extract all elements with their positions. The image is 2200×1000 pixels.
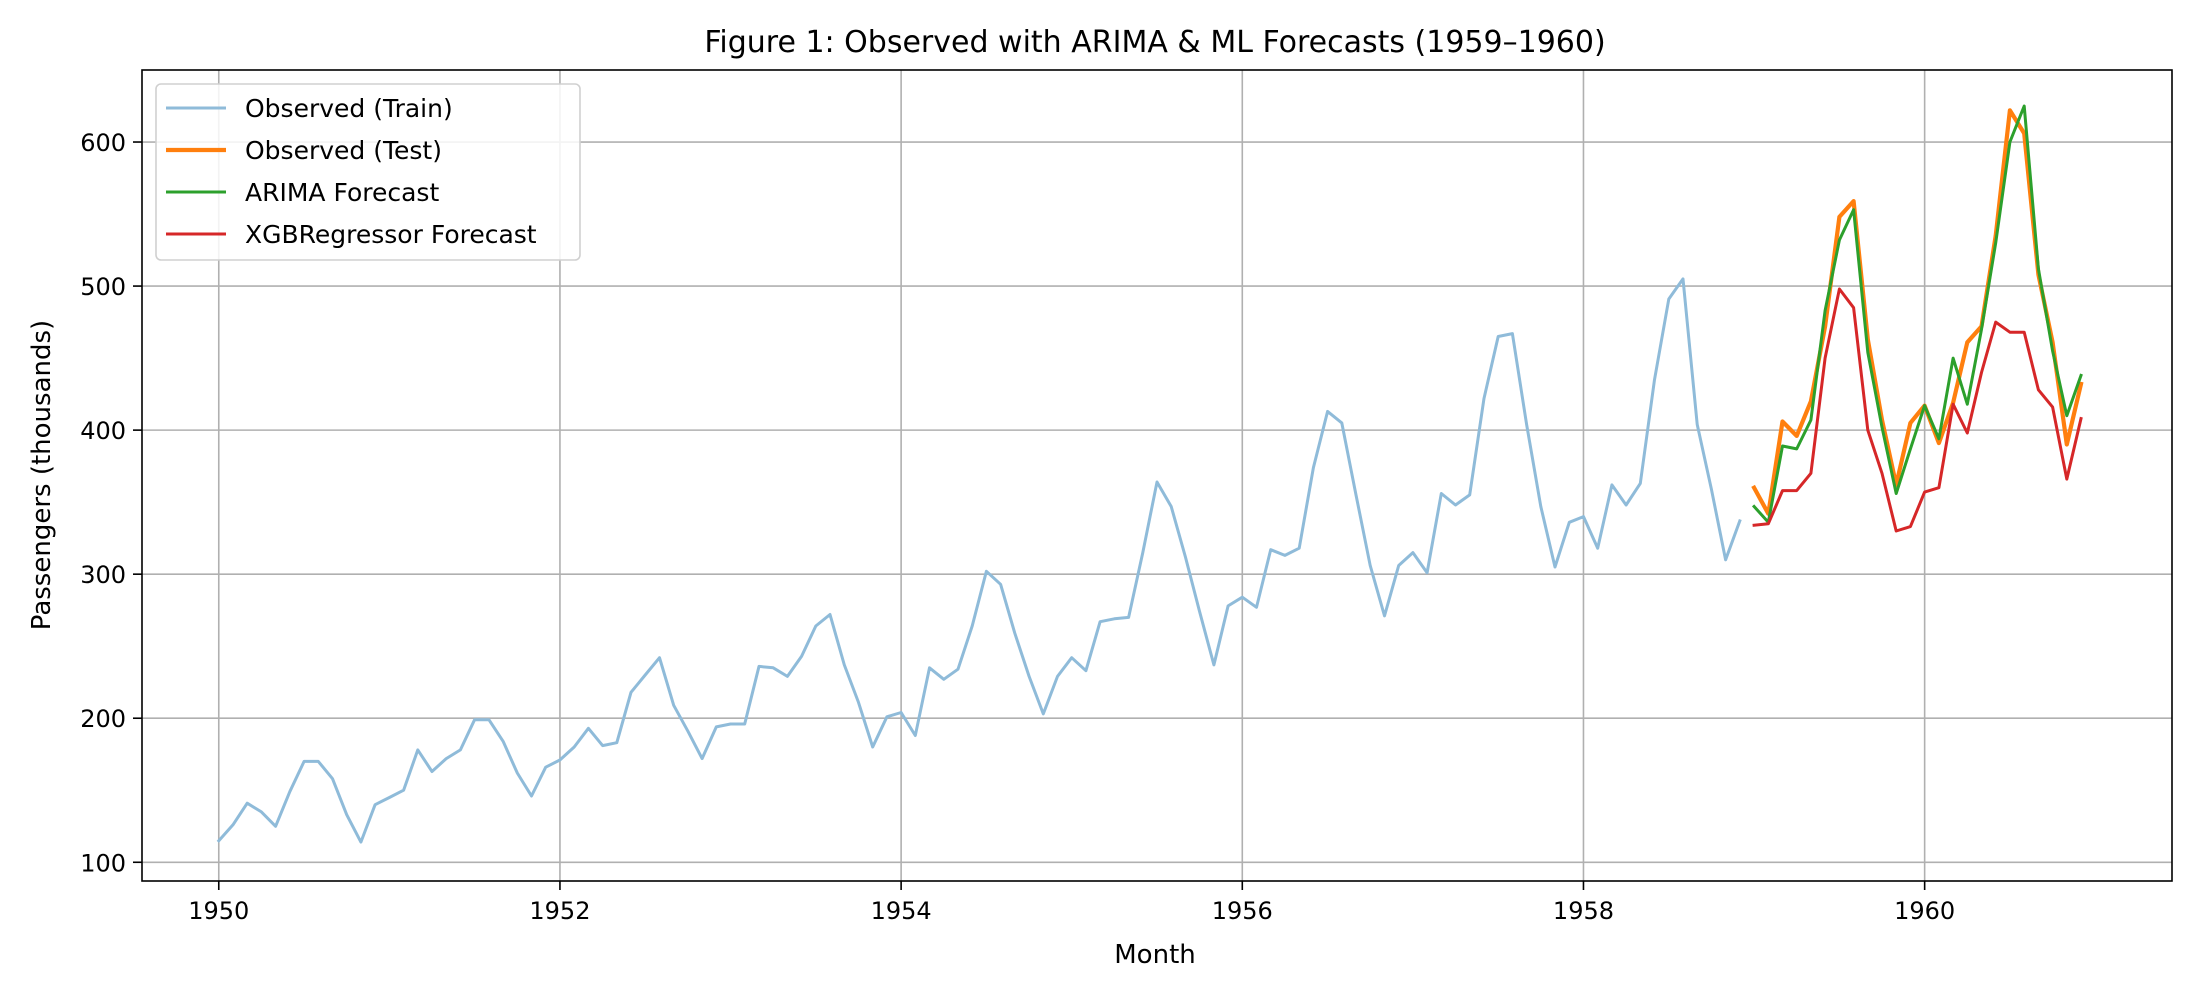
plot-frame: [141, 69, 2173, 882]
series-line-observed-test: [1751, 108, 2084, 516]
y-tick-label: 600: [80, 129, 126, 157]
legend-label-arima-forecast: ARIMA Forecast: [245, 178, 439, 207]
y-tick-label: 100: [80, 849, 126, 877]
series-layer: [216, 104, 2084, 844]
y-axis-label: Passengers (thousands): [27, 320, 57, 630]
x-tick-label: 1952: [529, 897, 590, 925]
legend-box: [155, 83, 581, 261]
x-tick-label: 1954: [871, 897, 932, 925]
legend-label-observed-train: Observed (Train): [245, 94, 453, 123]
series-line-observed-train: [216, 277, 1742, 844]
y-tick-label: 200: [80, 705, 126, 733]
x-axis-label: Month: [1114, 940, 1196, 970]
chart-title: Figure 1: Observed with ARIMA & ML Forec…: [704, 25, 1605, 60]
x-tick-label: 1958: [1553, 897, 1614, 925]
series-line-arima-forecast: [1751, 104, 2083, 524]
y-tick-label: 400: [80, 417, 126, 445]
x-tick-label: 1960: [1894, 897, 1955, 925]
legend: Observed (Train) Observed (Test) ARIMA For…: [155, 83, 581, 261]
x-tick-label: 1956: [1212, 897, 1273, 925]
legend-label-observed-test: Observed (Test): [245, 136, 442, 165]
y-tick-label: 500: [80, 273, 126, 301]
legend-label-xgbregressor-forecast: XGBRegressor Forecast: [245, 220, 537, 249]
y-tick-label: 300: [80, 561, 126, 589]
x-tick-label: 1950: [188, 897, 249, 925]
series-line-xgbregressor-forecast: [1752, 287, 2083, 533]
x-axis: 1950 1952 1954 1956 1958 1960: [188, 881, 1955, 925]
y-axis: 100 200 300 400 500 600: [80, 129, 142, 877]
